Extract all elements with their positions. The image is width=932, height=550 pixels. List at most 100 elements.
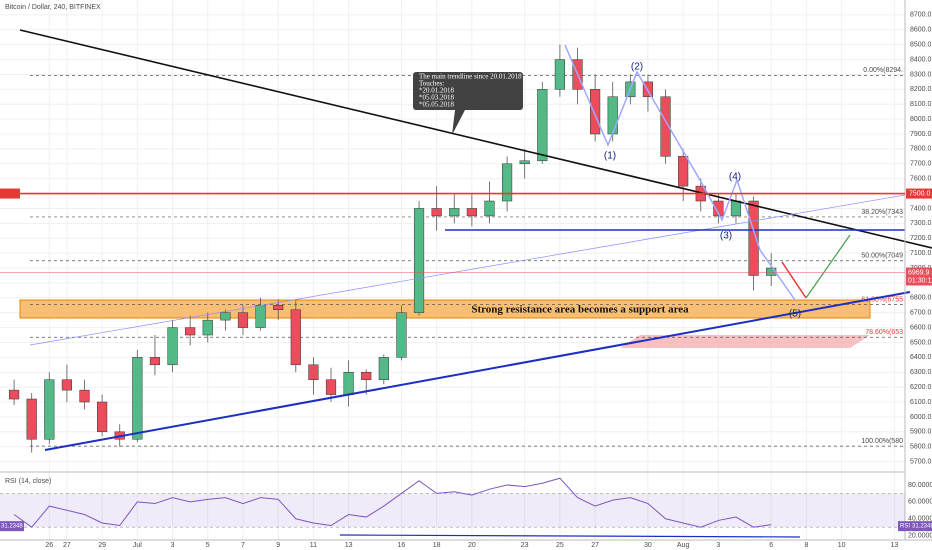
wave-label: (3) [720, 231, 732, 242]
fib-levels: 0.00%(8294. 38.20%(7343 50.00%(7049 61.80%(… [30, 67, 905, 447]
rsi-tick-label: 20.0000 [908, 532, 932, 539]
candle-body [273, 304, 284, 310]
x-tick-label: 11 [310, 542, 317, 549]
y-tick-label: 7300.0 [910, 220, 932, 227]
x-tick-label: 18 [433, 542, 441, 549]
y-tick-label: 6000.0 [910, 414, 932, 421]
candle-body [431, 208, 442, 217]
candle-body [8, 389, 20, 400]
rsi-last-legend: RSI [900, 524, 910, 530]
y-tick-label: 8500.0 [910, 42, 932, 49]
y-tick-label: 5700.0 [910, 458, 932, 465]
candle-body [185, 327, 196, 336]
x-tick-label: Jul [133, 542, 142, 549]
x-tick-label: 27 [591, 542, 599, 549]
callout-text: The main trendline since 20.01.2018 [419, 73, 522, 81]
candle-body [308, 364, 319, 380]
x-tick-label: 20 [468, 542, 476, 549]
resistance-label-bg [0, 188, 20, 199]
x-tick-label: 8 [804, 542, 808, 549]
callout-text: Touches: [419, 80, 444, 88]
y-tick-label: 5900.0 [910, 429, 932, 436]
candle-body [396, 312, 407, 358]
y-tick-label: 7100.0 [910, 250, 932, 257]
candle-body [132, 357, 143, 440]
candle-body [149, 357, 161, 366]
candle-body [220, 312, 231, 321]
candle-body [730, 200, 742, 217]
fib-label: 50.00%(7049 [861, 253, 903, 260]
down-arrow [781, 261, 807, 299]
x-tick-label: 9 [276, 542, 280, 549]
y-tick-label: 8100.0 [910, 101, 932, 108]
wave-path [564, 44, 796, 301]
candle-body [501, 163, 513, 202]
y-tick-label: 8300.0 [910, 71, 932, 78]
y-tick-label: 8400.0 [910, 56, 932, 63]
candle-body [378, 357, 389, 380]
candle-body [343, 371, 354, 395]
rsi-last-bg [898, 521, 932, 532]
wave-label: (5) [789, 309, 801, 320]
x-tick-label: 29 [98, 542, 106, 549]
y-tick-label: 8700.0 [910, 12, 932, 19]
candle-body [660, 96, 671, 157]
rsi-last-label: 31.2348 [912, 524, 932, 530]
candle-body [237, 312, 249, 328]
rsi-line [13, 477, 772, 528]
y-tick-label: 5800.0 [910, 444, 932, 451]
rsi-tick-label: 60.0000 [908, 499, 932, 506]
fib-label: 38.20%(7343 [861, 209, 903, 216]
y-tick-label: 8600.0 [910, 27, 932, 34]
rsi-tick-label: 40.0000 [908, 516, 932, 523]
rsi-title: RSI (14, close) [5, 478, 51, 485]
candle-body [26, 398, 37, 440]
candle-body [290, 309, 301, 366]
y-tick-label: 6600.0 [910, 324, 932, 331]
callout-pointer [452, 110, 465, 135]
y-tick-label: 6800.0 [910, 295, 932, 302]
x-tick-label: 26 [45, 542, 53, 549]
candle-body [44, 379, 55, 440]
channel-line [29, 194, 906, 346]
x-tick-label: 10 [838, 542, 846, 549]
y-tick-label: 6400.0 [910, 354, 932, 361]
y-tick-label: 7800.0 [910, 146, 932, 153]
y-tick-label: 7400.0 [910, 205, 932, 212]
callout-text: *20.01.2018 [419, 87, 455, 95]
fib-label: 100.00%(580 [861, 438, 903, 445]
wave-label: (1) [604, 151, 616, 162]
candle-body [519, 160, 530, 165]
candle-body [325, 379, 337, 395]
candle-body [202, 319, 213, 336]
y-tick-label: 6200.0 [910, 384, 932, 391]
candle-body [713, 200, 724, 217]
y-tick-label: 7900.0 [910, 131, 932, 138]
x-tick-label: 7 [241, 542, 245, 549]
x-tick-label: 13 [345, 542, 353, 549]
candle-body [590, 89, 601, 135]
fib-label: 0.00%(8294. [863, 67, 903, 74]
candle-body [449, 208, 460, 217]
fib-label: 78.60%(653 [865, 329, 903, 336]
x-tick-label: 27 [63, 542, 71, 549]
symbol-title: Bitcoin / Dollar, 240, BITFINEX [5, 4, 101, 11]
x-tick-label: 5 [206, 542, 210, 549]
rsi-last-bg [0, 521, 24, 532]
rsi-tick-label: 80.0000 [908, 482, 932, 489]
y-tick-label: 6300.0 [910, 369, 932, 376]
candle-body [554, 59, 565, 90]
rsi-band [0, 493, 905, 528]
x-tick-label: Aug [677, 542, 690, 549]
x-tick-label: 13 [891, 542, 899, 549]
candle-body [748, 200, 759, 276]
y-tick-label: 8200.0 [910, 86, 932, 93]
candle-body [255, 304, 266, 328]
candle-body [413, 208, 425, 313]
support-zone [19, 299, 871, 319]
candle-body [466, 208, 477, 217]
main-trendline [19, 29, 932, 249]
x-tick-label: 16 [398, 542, 406, 549]
candle-body [484, 200, 495, 217]
